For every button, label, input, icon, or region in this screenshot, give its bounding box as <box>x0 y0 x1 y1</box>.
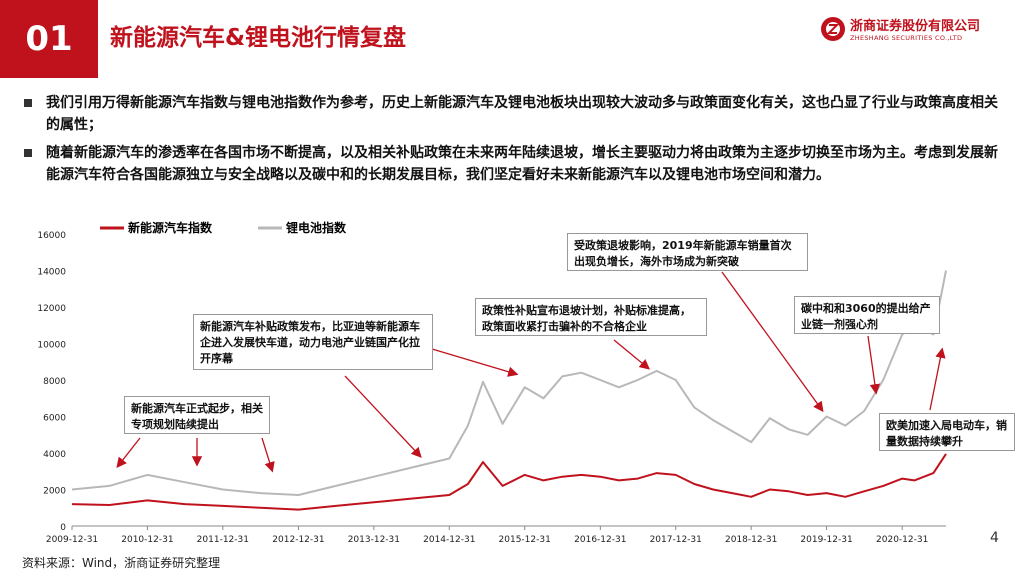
y-tick-label: 12000 <box>37 304 66 314</box>
series-line-battery <box>71 270 947 496</box>
page-title: 新能源汽车&锂电池行情复盘 <box>110 25 407 51</box>
y-tick-label: 14000 <box>37 268 66 278</box>
chart-legend: 新能源汽车指数 锂电池指数 <box>100 220 347 235</box>
x-tick-label: 2013-12-31 <box>348 535 400 545</box>
annotation-arrows <box>116 271 946 473</box>
x-tick-label: 2009-12-31 <box>46 535 98 545</box>
annotation-arrow <box>613 339 651 370</box>
section-number: 01 <box>0 0 98 78</box>
logo-english-name: ZHESHANG SECURITIES CO.,LTD <box>850 34 963 42</box>
legend-label-nev: 新能源汽车指数 <box>128 220 213 235</box>
y-tick-label: 8000 <box>43 377 66 387</box>
bullet-square-icon <box>24 99 32 107</box>
logo-chinese-name: 浙商证券股份有限公司 <box>850 19 981 34</box>
line-chart: 0 2000 4000 6000 8000 10000 12000 14000 16000 200… <box>37 220 947 545</box>
series-line-nev <box>71 453 947 511</box>
annotation-callout: 欧美加速入局电动车，销量数据持续攀升 <box>879 413 1015 451</box>
annotation-arrow <box>929 347 946 411</box>
x-tick-label: 2018-12-31 <box>725 535 777 545</box>
annotation-callout: 新能源汽车正式起步，相关专项规划陆续提出 <box>124 396 270 434</box>
y-tick-label: 10000 <box>37 341 66 351</box>
annotation-arrow <box>867 335 881 395</box>
bullet-text: 随着新能源汽车的渗透率在各国市场不断提高，以及相关补贴政策在未来两年陆续退坡，增… <box>46 145 998 183</box>
company-logo: 浙商证券股份有限公司 ZHESHANG SECURITIES CO.,LTD <box>820 12 1020 52</box>
chart-series <box>71 270 947 511</box>
annotation-callout: 新能源汽车补贴政策发布，比亚迪等新能源车企进入发展快车道，动力电池产业链国产化拉… <box>193 314 433 370</box>
x-tick-label: 2011-12-31 <box>197 535 249 545</box>
x-tick-label: 2012-12-31 <box>272 535 324 545</box>
x-tick-label: 2016-12-31 <box>574 535 626 545</box>
page-number: 4 <box>990 530 999 546</box>
annotation-arrow <box>116 437 141 469</box>
source-note: 资料来源：Wind，浙商证券研究整理 <box>22 556 221 570</box>
bullet-item: 我们引用万得新能源汽车指数与锂电池指数作为参考，历史上新能源汽车及锂电池板块出现… <box>22 92 1007 136</box>
x-tick-label: 2019-12-31 <box>800 535 852 545</box>
bullet-list: 我们引用万得新能源汽车指数与锂电池指数作为参考，历史上新能源汽车及锂电池板块出现… <box>22 92 1007 192</box>
annotation-arrow <box>721 271 824 413</box>
y-tick-label: 4000 <box>43 450 66 460</box>
logo-mark-icon <box>821 17 845 41</box>
bullet-item: 随着新能源汽车的渗透率在各国市场不断提高，以及相关补贴政策在未来两年陆续退坡，增… <box>22 142 1007 186</box>
x-tick-label: 2010-12-31 <box>121 535 173 545</box>
x-tick-label: 2014-12-31 <box>423 535 475 545</box>
legend-label-battery: 锂电池指数 <box>286 220 347 235</box>
bullet-text: 我们引用万得新能源汽车指数与锂电池指数作为参考，历史上新能源汽车及锂电池板块出现… <box>46 95 998 133</box>
x-tick-label: 2015-12-31 <box>499 535 551 545</box>
x-tick-label: 2020-12-31 <box>876 535 928 545</box>
bullet-square-icon <box>24 149 32 157</box>
annotation-arrow <box>344 375 422 458</box>
annotation-arrow <box>261 437 275 473</box>
y-tick-label: 0 <box>60 523 66 533</box>
y-tick-label: 6000 <box>43 414 66 424</box>
y-tick-label: 16000 <box>37 231 66 241</box>
x-tick-label: 2017-12-31 <box>650 535 702 545</box>
chart-axes: 0 2000 4000 6000 8000 10000 12000 14000 16000 200… <box>37 231 946 545</box>
annotation-callout: 政策性补贴宣布退坡计划，补贴标准提高，政策面收紧打击骗补的不合格企业 <box>475 298 707 336</box>
annotation-arrow <box>421 345 519 377</box>
annotation-callout: 受政策退坡影响，2019年新能源车销量首次出现负增长，海外市场成为新突破 <box>567 233 808 271</box>
y-tick-label: 2000 <box>43 487 66 497</box>
annotation-callout: 碳中和和3060的提出给产业链一剂强心剂 <box>794 296 940 334</box>
